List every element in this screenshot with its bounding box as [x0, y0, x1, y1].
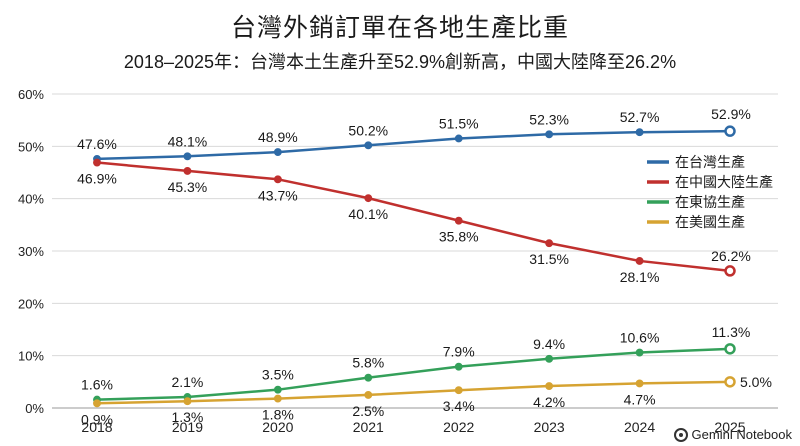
series-line-0	[96, 129, 731, 161]
series-line-3	[96, 380, 731, 405]
x-tick-label: 2022	[443, 419, 474, 435]
data-label: 26.2%	[711, 248, 751, 264]
data-point	[364, 373, 373, 382]
data-label: 45.3%	[168, 179, 208, 195]
data-label: 2.5%	[352, 403, 384, 419]
y-tick-label: 50%	[18, 139, 44, 154]
legend-label: 在美國生產	[675, 214, 745, 230]
data-label: 52.7%	[620, 109, 660, 125]
data-label: 1.8%	[262, 407, 294, 423]
data-point	[454, 134, 463, 143]
chart-title: 台灣外銷訂單在各地生產比重	[230, 14, 569, 42]
data-label: 7.9%	[443, 344, 475, 360]
data-label: 11.3%	[712, 324, 751, 340]
data-label: 31.5%	[529, 251, 569, 267]
data-label: 3.5%	[262, 367, 294, 383]
y-tick-label: 40%	[18, 192, 44, 207]
data-label: 40.1%	[348, 206, 388, 222]
legend-label: 在東協生產	[675, 194, 745, 210]
watermark: Gemini Notebook	[673, 427, 792, 442]
y-tick-label: 20%	[18, 296, 44, 311]
data-point	[635, 379, 644, 388]
data-label: 4.7%	[624, 391, 656, 407]
x-tick-label: 2018	[81, 419, 112, 435]
data-label: 46.9%	[77, 171, 117, 187]
data-label: 1.6%	[81, 377, 113, 393]
data-point	[545, 239, 554, 248]
data-label: 9.4%	[533, 336, 565, 352]
data-point	[183, 152, 192, 161]
x-tick-label: 2023	[534, 419, 565, 435]
data-label: 48.1%	[168, 133, 208, 149]
chart-subtitle: 2018–2025年：台灣本土生產升至52.9%創新高，中國大陸降至26.2%	[123, 52, 677, 72]
data-label: 51.5%	[439, 115, 479, 131]
data-point	[273, 385, 282, 394]
data-point	[93, 158, 101, 167]
data-point	[724, 343, 736, 355]
data-label: 0.9%	[81, 411, 113, 427]
series-line-2	[96, 347, 731, 401]
data-label: 5.0%	[740, 374, 772, 390]
data-point	[635, 256, 644, 265]
series-lines	[96, 129, 731, 405]
legend-label: 在中國大陸生產	[675, 174, 773, 190]
data-point	[183, 397, 192, 406]
data-point	[454, 216, 463, 225]
y-tick-label: 0%	[25, 401, 44, 416]
data-point	[273, 175, 282, 184]
data-point	[183, 166, 192, 175]
data-point	[724, 376, 736, 388]
x-tick-label: 2025	[714, 419, 745, 435]
legend-label: 在台灣生產	[675, 154, 745, 170]
data-point	[724, 125, 736, 137]
y-tick-label: 60%	[18, 87, 44, 102]
series-points	[93, 125, 736, 408]
data-label: 48.9%	[258, 129, 298, 145]
data-label: 1.3%	[171, 409, 203, 425]
x-tick-label: 2019	[172, 419, 203, 435]
y-tick-label: 30%	[18, 244, 44, 259]
data-label: 10.6%	[620, 330, 660, 346]
x-tick-label: 2021	[353, 419, 384, 435]
data-point	[273, 148, 282, 157]
data-point	[364, 141, 373, 150]
data-point	[93, 399, 101, 408]
data-point	[273, 394, 282, 403]
data-label: 50.2%	[348, 122, 388, 138]
data-point	[454, 362, 463, 371]
notebook-logo-icon	[673, 427, 688, 442]
data-point	[364, 390, 373, 399]
data-point	[545, 130, 554, 139]
y-axis: 0% 10% 20% 30% 40% 50% 60%	[18, 87, 44, 416]
x-tick-label: 2020	[262, 419, 293, 435]
data-point	[364, 194, 373, 203]
data-label: 5.8%	[352, 355, 384, 371]
data-label: 3.4%	[443, 398, 475, 414]
data-point	[545, 382, 554, 390]
data-label: 52.3%	[529, 111, 569, 127]
data-label: 28.1%	[620, 269, 660, 285]
data-label: 43.7%	[258, 187, 298, 203]
data-label: 47.6%	[77, 136, 117, 152]
series-line-1	[96, 161, 731, 273]
data-point	[454, 386, 463, 395]
data-point	[724, 265, 736, 277]
data-point	[545, 354, 554, 363]
data-label: 52.9%	[711, 106, 751, 122]
gridlines	[52, 93, 778, 409]
data-point	[635, 348, 644, 357]
x-tick-label: 2024	[624, 419, 655, 435]
data-label: 35.8%	[439, 229, 479, 245]
data-point	[635, 128, 644, 137]
y-tick-label: 10%	[18, 349, 44, 364]
watermark-text: Gemini Notebook	[691, 427, 792, 442]
data-label: 2.1%	[171, 374, 203, 390]
x-axis: 2018 2019 2020 2021 2022 2023 2024 2025	[81, 419, 745, 435]
data-labels: 47.6% 48.1% 48.9% 50.2% 51.5% 52.3% 52.7% 52.9%…	[77, 106, 772, 427]
data-label: 4.2%	[533, 394, 565, 410]
